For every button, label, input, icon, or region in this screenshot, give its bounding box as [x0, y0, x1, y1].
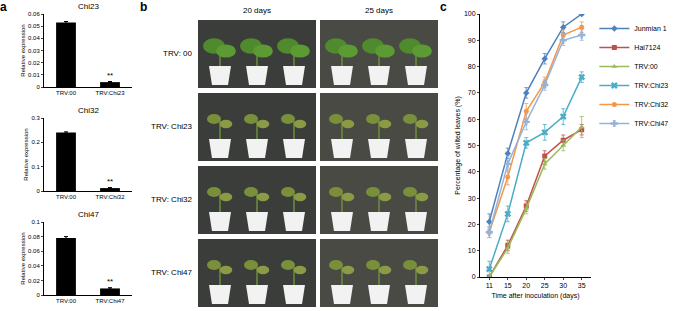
svg-text:Relative expression: Relative expression [23, 128, 29, 180]
svg-text:70: 70 [468, 89, 476, 96]
svg-text:30: 30 [468, 195, 476, 202]
svg-text:Junmian 1: Junmian 1 [634, 25, 666, 32]
svg-text:0.04: 0.04 [28, 35, 40, 41]
svg-text:0.04: 0.04 [28, 263, 40, 269]
svg-text:0.03: 0.03 [28, 48, 40, 54]
svg-text:Chi23: Chi23 [78, 2, 99, 11]
svg-text:**: ** [107, 177, 113, 186]
html-text:c: c [440, 0, 447, 14]
svg-text:0.06: 0.06 [28, 248, 40, 254]
svg-text:**: ** [107, 71, 113, 80]
html-text:20 days: 20 days [243, 6, 271, 15]
svg-text:25: 25 [541, 282, 549, 289]
svg-text:TRV:00: TRV:00 [634, 63, 657, 70]
svg-text:0: 0 [36, 84, 40, 90]
html-text:a: a [0, 0, 7, 14]
html-text:TRV: 00: TRV: 00 [163, 49, 192, 58]
html-text:25 days: 25 days [365, 6, 393, 15]
svg-text:Hai7124: Hai7124 [634, 44, 660, 51]
svg-text:80: 80 [468, 63, 476, 70]
svg-text:0.3: 0.3 [31, 115, 40, 121]
svg-text:35: 35 [578, 282, 586, 289]
svg-text:15: 15 [504, 282, 512, 289]
svg-text:60: 60 [468, 116, 476, 123]
svg-text:20: 20 [522, 282, 530, 289]
svg-text:10: 10 [468, 247, 476, 254]
svg-text:TRV:Chi32: TRV:Chi32 [634, 101, 668, 108]
svg-text:0.06: 0.06 [28, 11, 40, 17]
svg-text:TRV:Chi47: TRV:Chi47 [634, 120, 668, 127]
svg-text:TRV:Chi32: TRV:Chi32 [95, 194, 125, 200]
svg-text:TRV:00: TRV:00 [56, 298, 77, 304]
svg-text:Chi32: Chi32 [78, 106, 99, 115]
html-text:TRV: Chi47: TRV: Chi47 [151, 268, 192, 277]
svg-text:30: 30 [559, 282, 567, 289]
svg-text:100: 100 [464, 10, 476, 17]
svg-text:TRV:Chi47: TRV:Chi47 [95, 298, 125, 304]
svg-text:Relative expression: Relative expression [20, 24, 26, 76]
svg-text:11: 11 [486, 282, 493, 289]
html-text:TRV: Chi23: TRV: Chi23 [151, 122, 192, 131]
svg-text:0: 0 [36, 292, 40, 298]
svg-text:TRV:00: TRV:00 [56, 194, 77, 200]
svg-text:Relative expression: Relative expression [20, 232, 26, 284]
svg-text:0: 0 [472, 273, 476, 280]
svg-text:0.01: 0.01 [28, 72, 40, 78]
svg-text:50: 50 [468, 142, 476, 149]
html-text:TRV: Chi32: TRV: Chi32 [151, 195, 192, 204]
svg-text:**: ** [107, 277, 113, 286]
svg-text:0.02: 0.02 [28, 278, 40, 284]
svg-text:0.05: 0.05 [28, 23, 40, 29]
svg-text:0: 0 [36, 188, 40, 194]
svg-text:0.2: 0.2 [31, 139, 40, 145]
svg-text:40: 40 [468, 168, 476, 175]
svg-text:TRV:Chi23: TRV:Chi23 [95, 90, 125, 96]
svg-text:Percentage of wilted leaves (%: Percentage of wilted leaves (%) [454, 96, 462, 194]
svg-text:90: 90 [468, 37, 476, 44]
svg-text:Chi47: Chi47 [78, 210, 99, 219]
svg-text:20: 20 [468, 221, 476, 228]
html-text:b: b [140, 0, 148, 14]
svg-text:Time after inoculation (days): Time after inoculation (days) [491, 292, 579, 300]
svg-text:0.1: 0.1 [31, 164, 40, 170]
svg-text:0.1: 0.1 [31, 219, 40, 225]
svg-text:TRV:00: TRV:00 [56, 90, 77, 96]
svg-text:0.08: 0.08 [28, 234, 40, 240]
svg-text:TRV:Chi23: TRV:Chi23 [634, 82, 668, 89]
svg-text:0.02: 0.02 [28, 60, 40, 66]
